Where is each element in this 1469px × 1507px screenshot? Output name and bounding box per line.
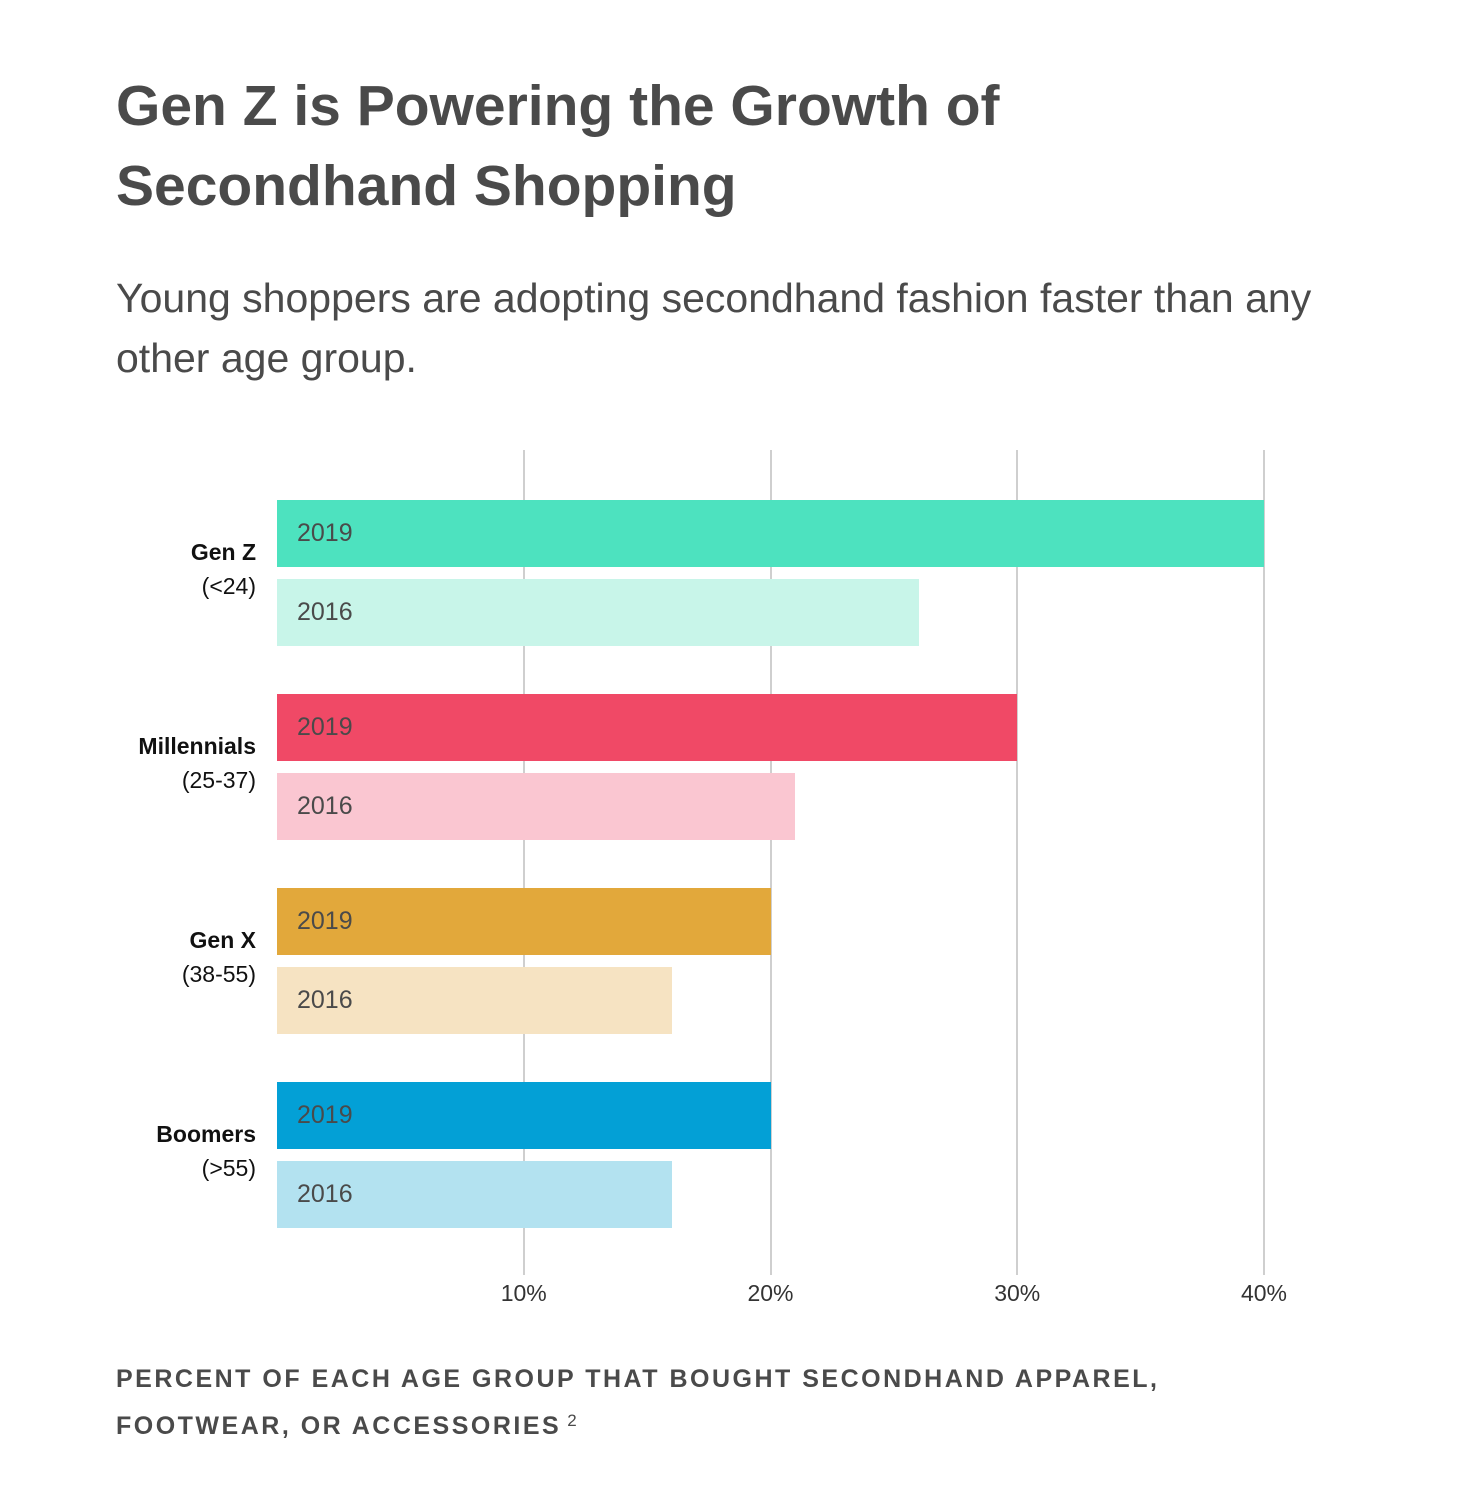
category-range-label: (38-55) — [181, 961, 256, 987]
x-tick-label: 10% — [500, 1280, 547, 1306]
bar-2016: 2016 — [277, 1161, 672, 1228]
x-tick-label: 40% — [1240, 1280, 1288, 1306]
chart-subtitle: Young shoppers are adopting secondhand f… — [116, 275, 1312, 381]
bar-2019: 2019 — [277, 694, 1018, 761]
category-label: Gen X — [189, 927, 256, 953]
category-label: Boomers — [156, 1121, 256, 1147]
bar-2019: 2019 — [277, 1082, 771, 1149]
bar-2019: 2019 — [277, 500, 1264, 567]
bar-series-label: 2016 — [297, 598, 353, 626]
bar-series-label: 2016 — [297, 1180, 353, 1208]
gridline — [1263, 450, 1265, 1275]
chart-title: Gen Z is Powering the Growth of Secondha… — [116, 74, 1000, 218]
chart-footnote: PERCENT OF EACH AGE GROUP THAT BOUGHT SE… — [116, 1358, 1216, 1447]
category-range-label: (25-37) — [181, 767, 256, 793]
bar-series-label: 2019 — [297, 713, 353, 741]
bar-2019: 2019 — [277, 888, 771, 955]
bar-series-label: 2016 — [297, 792, 353, 820]
bar-series-label: 2019 — [297, 1101, 353, 1129]
footnote-text: PERCENT OF EACH AGE GROUP THAT BOUGHT SE… — [116, 1365, 1160, 1440]
gridline — [769, 450, 772, 1275]
bar-2016: 2016 — [277, 967, 672, 1034]
bar-series-label: 2019 — [297, 519, 353, 547]
category-range-label: (>55) — [201, 1155, 256, 1181]
x-tick-label: 20% — [747, 1280, 794, 1306]
footnote-reference: 2 — [567, 1411, 577, 1430]
gridline — [1016, 450, 1019, 1275]
bar-2016: 2016 — [277, 579, 919, 646]
bar-2016: 2016 — [277, 773, 796, 840]
x-tick-label: 30% — [994, 1280, 1041, 1306]
category-label: Gen Z — [190, 539, 256, 565]
category-label: Millennials — [138, 733, 256, 759]
bar-series-label: 2019 — [297, 907, 353, 935]
category-range-label: (<24) — [201, 573, 256, 599]
bar-series-label: 2016 — [297, 986, 353, 1014]
gridline — [522, 450, 525, 1275]
